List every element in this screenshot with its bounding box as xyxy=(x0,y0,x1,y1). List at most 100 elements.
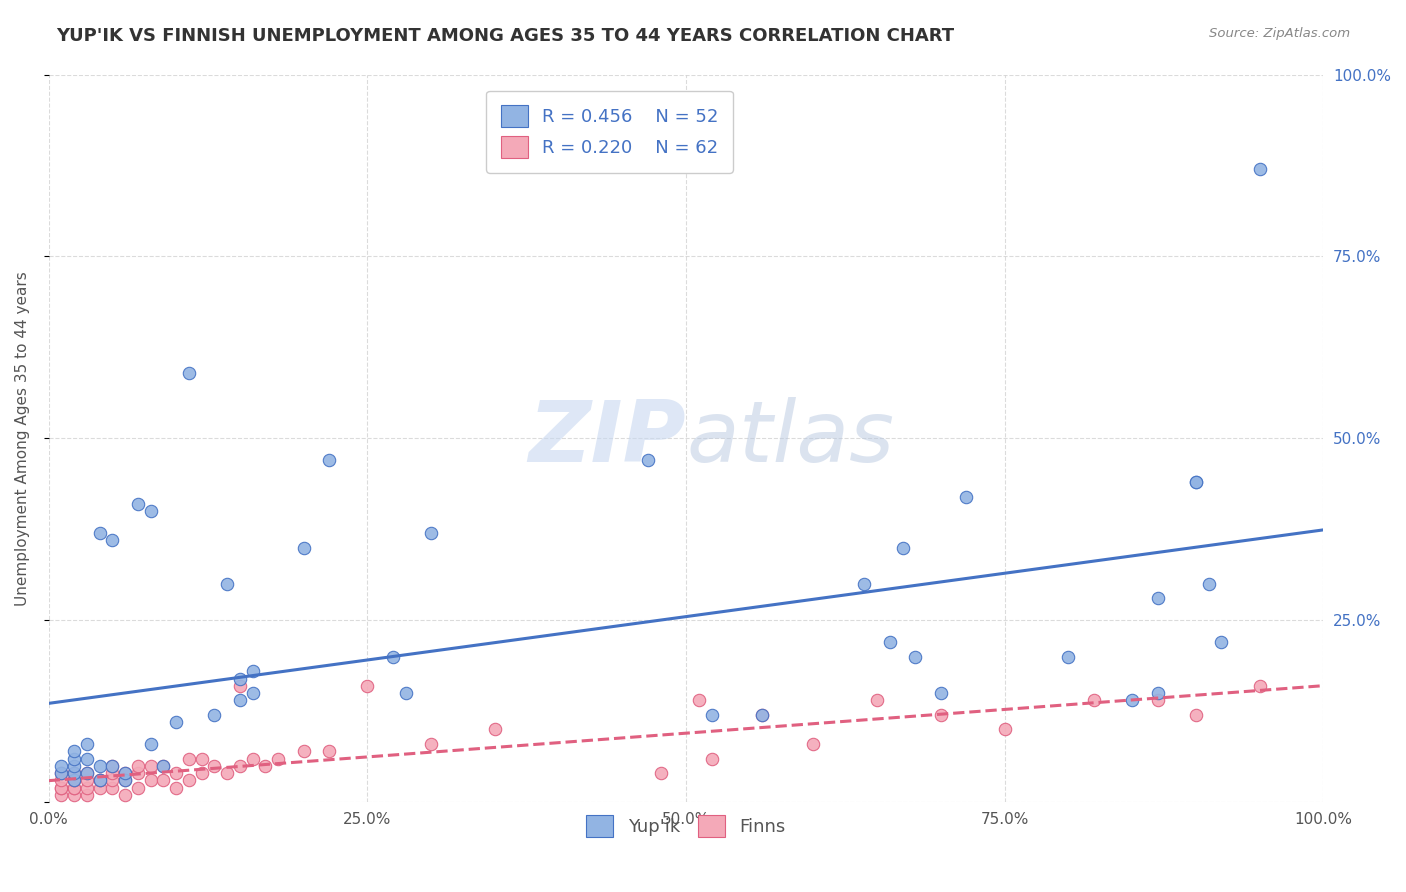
Point xyxy=(63,744,86,758)
Point xyxy=(101,759,124,773)
Point xyxy=(63,780,86,795)
Point xyxy=(89,526,111,541)
Point xyxy=(1185,708,1208,723)
Point xyxy=(292,541,315,555)
Text: Source: ZipAtlas.com: Source: ZipAtlas.com xyxy=(1209,27,1350,40)
Legend: Yup'ik, Finns: Yup'ik, Finns xyxy=(579,808,793,844)
Point xyxy=(484,723,506,737)
Point xyxy=(89,773,111,788)
Point xyxy=(152,773,174,788)
Point xyxy=(177,751,200,765)
Point xyxy=(177,773,200,788)
Point xyxy=(1083,693,1105,707)
Point xyxy=(101,766,124,780)
Point xyxy=(76,780,98,795)
Point xyxy=(1249,162,1271,177)
Point xyxy=(318,453,340,467)
Point xyxy=(152,759,174,773)
Point xyxy=(89,773,111,788)
Point xyxy=(1211,635,1233,649)
Point xyxy=(879,635,901,649)
Point xyxy=(190,766,212,780)
Point xyxy=(1185,475,1208,489)
Point xyxy=(229,693,252,707)
Point xyxy=(381,649,404,664)
Point xyxy=(420,737,443,751)
Point xyxy=(177,366,200,380)
Point xyxy=(217,766,239,780)
Point xyxy=(751,708,773,723)
Point xyxy=(127,497,149,511)
Point xyxy=(63,788,86,802)
Point xyxy=(127,759,149,773)
Point xyxy=(267,751,290,765)
Point xyxy=(891,541,914,555)
Point xyxy=(866,693,889,707)
Point xyxy=(63,773,86,788)
Point xyxy=(89,773,111,788)
Point xyxy=(1146,693,1168,707)
Point xyxy=(101,773,124,788)
Point xyxy=(204,708,226,723)
Point xyxy=(139,737,162,751)
Point xyxy=(292,744,315,758)
Point xyxy=(63,773,86,788)
Point xyxy=(127,780,149,795)
Text: ZIP: ZIP xyxy=(529,397,686,480)
Point xyxy=(803,737,825,751)
Point xyxy=(242,751,264,765)
Point xyxy=(139,504,162,518)
Point xyxy=(165,780,187,795)
Point xyxy=(994,723,1017,737)
Point xyxy=(139,759,162,773)
Point xyxy=(76,766,98,780)
Point xyxy=(700,708,723,723)
Point xyxy=(51,780,73,795)
Point xyxy=(1121,693,1143,707)
Point xyxy=(356,679,378,693)
Point xyxy=(76,773,98,788)
Point xyxy=(688,693,710,707)
Point xyxy=(63,780,86,795)
Point xyxy=(929,708,952,723)
Point xyxy=(101,759,124,773)
Point xyxy=(229,679,252,693)
Point xyxy=(114,773,136,788)
Point xyxy=(63,751,86,765)
Point xyxy=(114,766,136,780)
Point xyxy=(751,708,773,723)
Point xyxy=(1198,577,1220,591)
Y-axis label: Unemployment Among Ages 35 to 44 years: Unemployment Among Ages 35 to 44 years xyxy=(15,271,30,606)
Point xyxy=(394,686,416,700)
Point xyxy=(1057,649,1080,664)
Point xyxy=(63,759,86,773)
Point xyxy=(190,751,212,765)
Point xyxy=(229,672,252,686)
Text: YUP'IK VS FINNISH UNEMPLOYMENT AMONG AGES 35 TO 44 YEARS CORRELATION CHART: YUP'IK VS FINNISH UNEMPLOYMENT AMONG AGE… xyxy=(56,27,955,45)
Point xyxy=(51,788,73,802)
Point xyxy=(114,766,136,780)
Point xyxy=(101,533,124,548)
Point xyxy=(114,788,136,802)
Point xyxy=(89,780,111,795)
Point xyxy=(929,686,952,700)
Point xyxy=(63,766,86,780)
Point xyxy=(1185,475,1208,489)
Point xyxy=(650,766,672,780)
Point xyxy=(700,751,723,765)
Point xyxy=(76,751,98,765)
Point xyxy=(51,773,73,788)
Point xyxy=(51,780,73,795)
Point xyxy=(853,577,876,591)
Point xyxy=(254,759,277,773)
Point xyxy=(955,490,977,504)
Text: atlas: atlas xyxy=(686,397,894,480)
Point xyxy=(165,766,187,780)
Point xyxy=(165,715,187,730)
Point xyxy=(904,649,927,664)
Point xyxy=(114,773,136,788)
Point xyxy=(51,766,73,780)
Point xyxy=(51,759,73,773)
Point xyxy=(76,788,98,802)
Point xyxy=(204,759,226,773)
